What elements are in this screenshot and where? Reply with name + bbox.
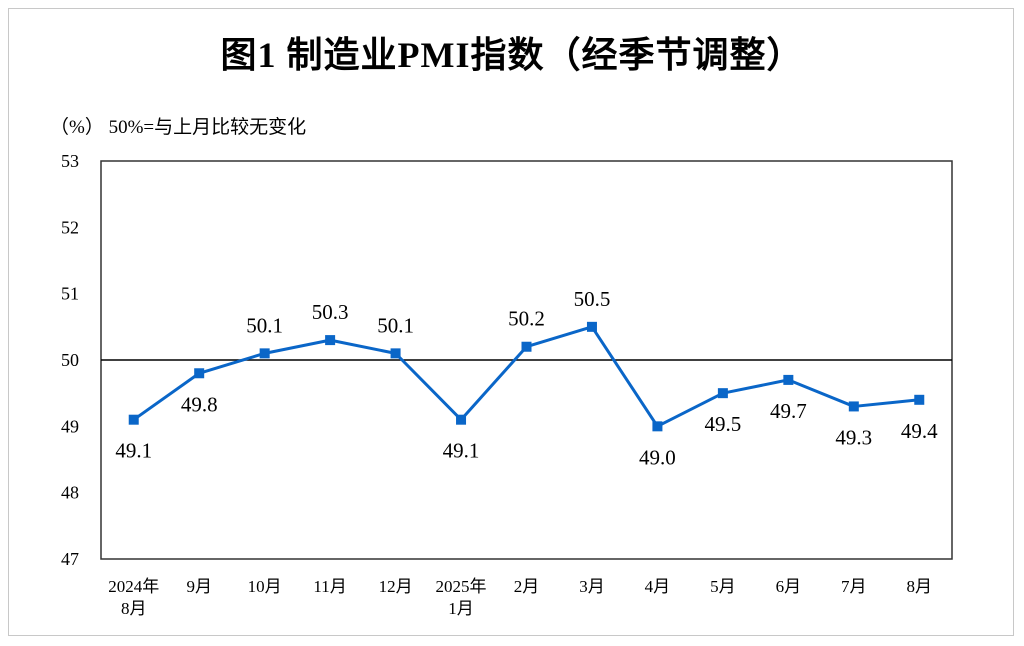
data-point xyxy=(259,348,270,359)
data-point xyxy=(456,414,467,425)
y-tick-label: 47 xyxy=(61,549,79,569)
x-tick-label: 12月 xyxy=(379,577,413,596)
data-label: 50.2 xyxy=(508,307,545,331)
data-point xyxy=(652,421,663,432)
data-label: 49.3 xyxy=(835,425,872,449)
x-tick-label: 11月 xyxy=(313,577,346,596)
y-axis-label: （%） 50%=与上月比较无变化 xyxy=(50,117,307,138)
data-point xyxy=(717,388,728,399)
x-tick-label: 8月 xyxy=(121,599,147,618)
data-point xyxy=(325,335,336,346)
x-tick-label: 9月 xyxy=(186,577,212,596)
data-label: 49.0 xyxy=(639,445,676,469)
x-tick-label: 7月 xyxy=(841,577,867,596)
x-tick-label: 2024年 xyxy=(108,577,159,596)
data-point xyxy=(194,368,205,379)
data-label: 49.1 xyxy=(115,439,152,463)
data-label: 50.3 xyxy=(312,300,349,324)
data-label: 49.5 xyxy=(705,412,742,436)
data-label: 49.4 xyxy=(901,419,938,443)
data-point xyxy=(521,341,532,352)
x-tick-label: 6月 xyxy=(776,577,802,596)
data-point xyxy=(783,374,794,385)
y-tick-label: 50 xyxy=(61,350,79,370)
x-tick-label: 8月 xyxy=(907,577,933,596)
image-frame xyxy=(8,8,1014,636)
y-tick-label: 48 xyxy=(61,483,79,503)
data-point xyxy=(390,348,401,359)
data-point xyxy=(848,401,859,412)
data-label: 49.1 xyxy=(443,439,480,463)
x-tick-label: 2025年 xyxy=(436,577,487,596)
x-tick-label: 3月 xyxy=(579,577,605,596)
y-tick-label: 53 xyxy=(61,151,79,171)
data-label: 49.8 xyxy=(181,392,218,416)
data-point xyxy=(128,414,139,425)
data-label: 50.1 xyxy=(377,313,414,337)
x-tick-label: 2月 xyxy=(514,577,540,596)
y-tick-label: 49 xyxy=(61,416,79,436)
data-point xyxy=(586,321,597,332)
data-point xyxy=(914,394,925,405)
y-tick-label: 52 xyxy=(61,217,79,237)
x-tick-label: 5月 xyxy=(710,577,736,596)
x-tick-label: 4月 xyxy=(645,577,671,596)
y-tick-label: 51 xyxy=(61,284,79,304)
data-label: 50.1 xyxy=(246,313,283,337)
data-label: 50.5 xyxy=(574,287,611,311)
x-tick-label: 10月 xyxy=(248,577,282,596)
data-label: 49.7 xyxy=(770,399,807,423)
x-tick-label: 1月 xyxy=(448,599,474,618)
chart-title: 图1 制造业PMI指数（经季节调整） xyxy=(220,35,804,75)
